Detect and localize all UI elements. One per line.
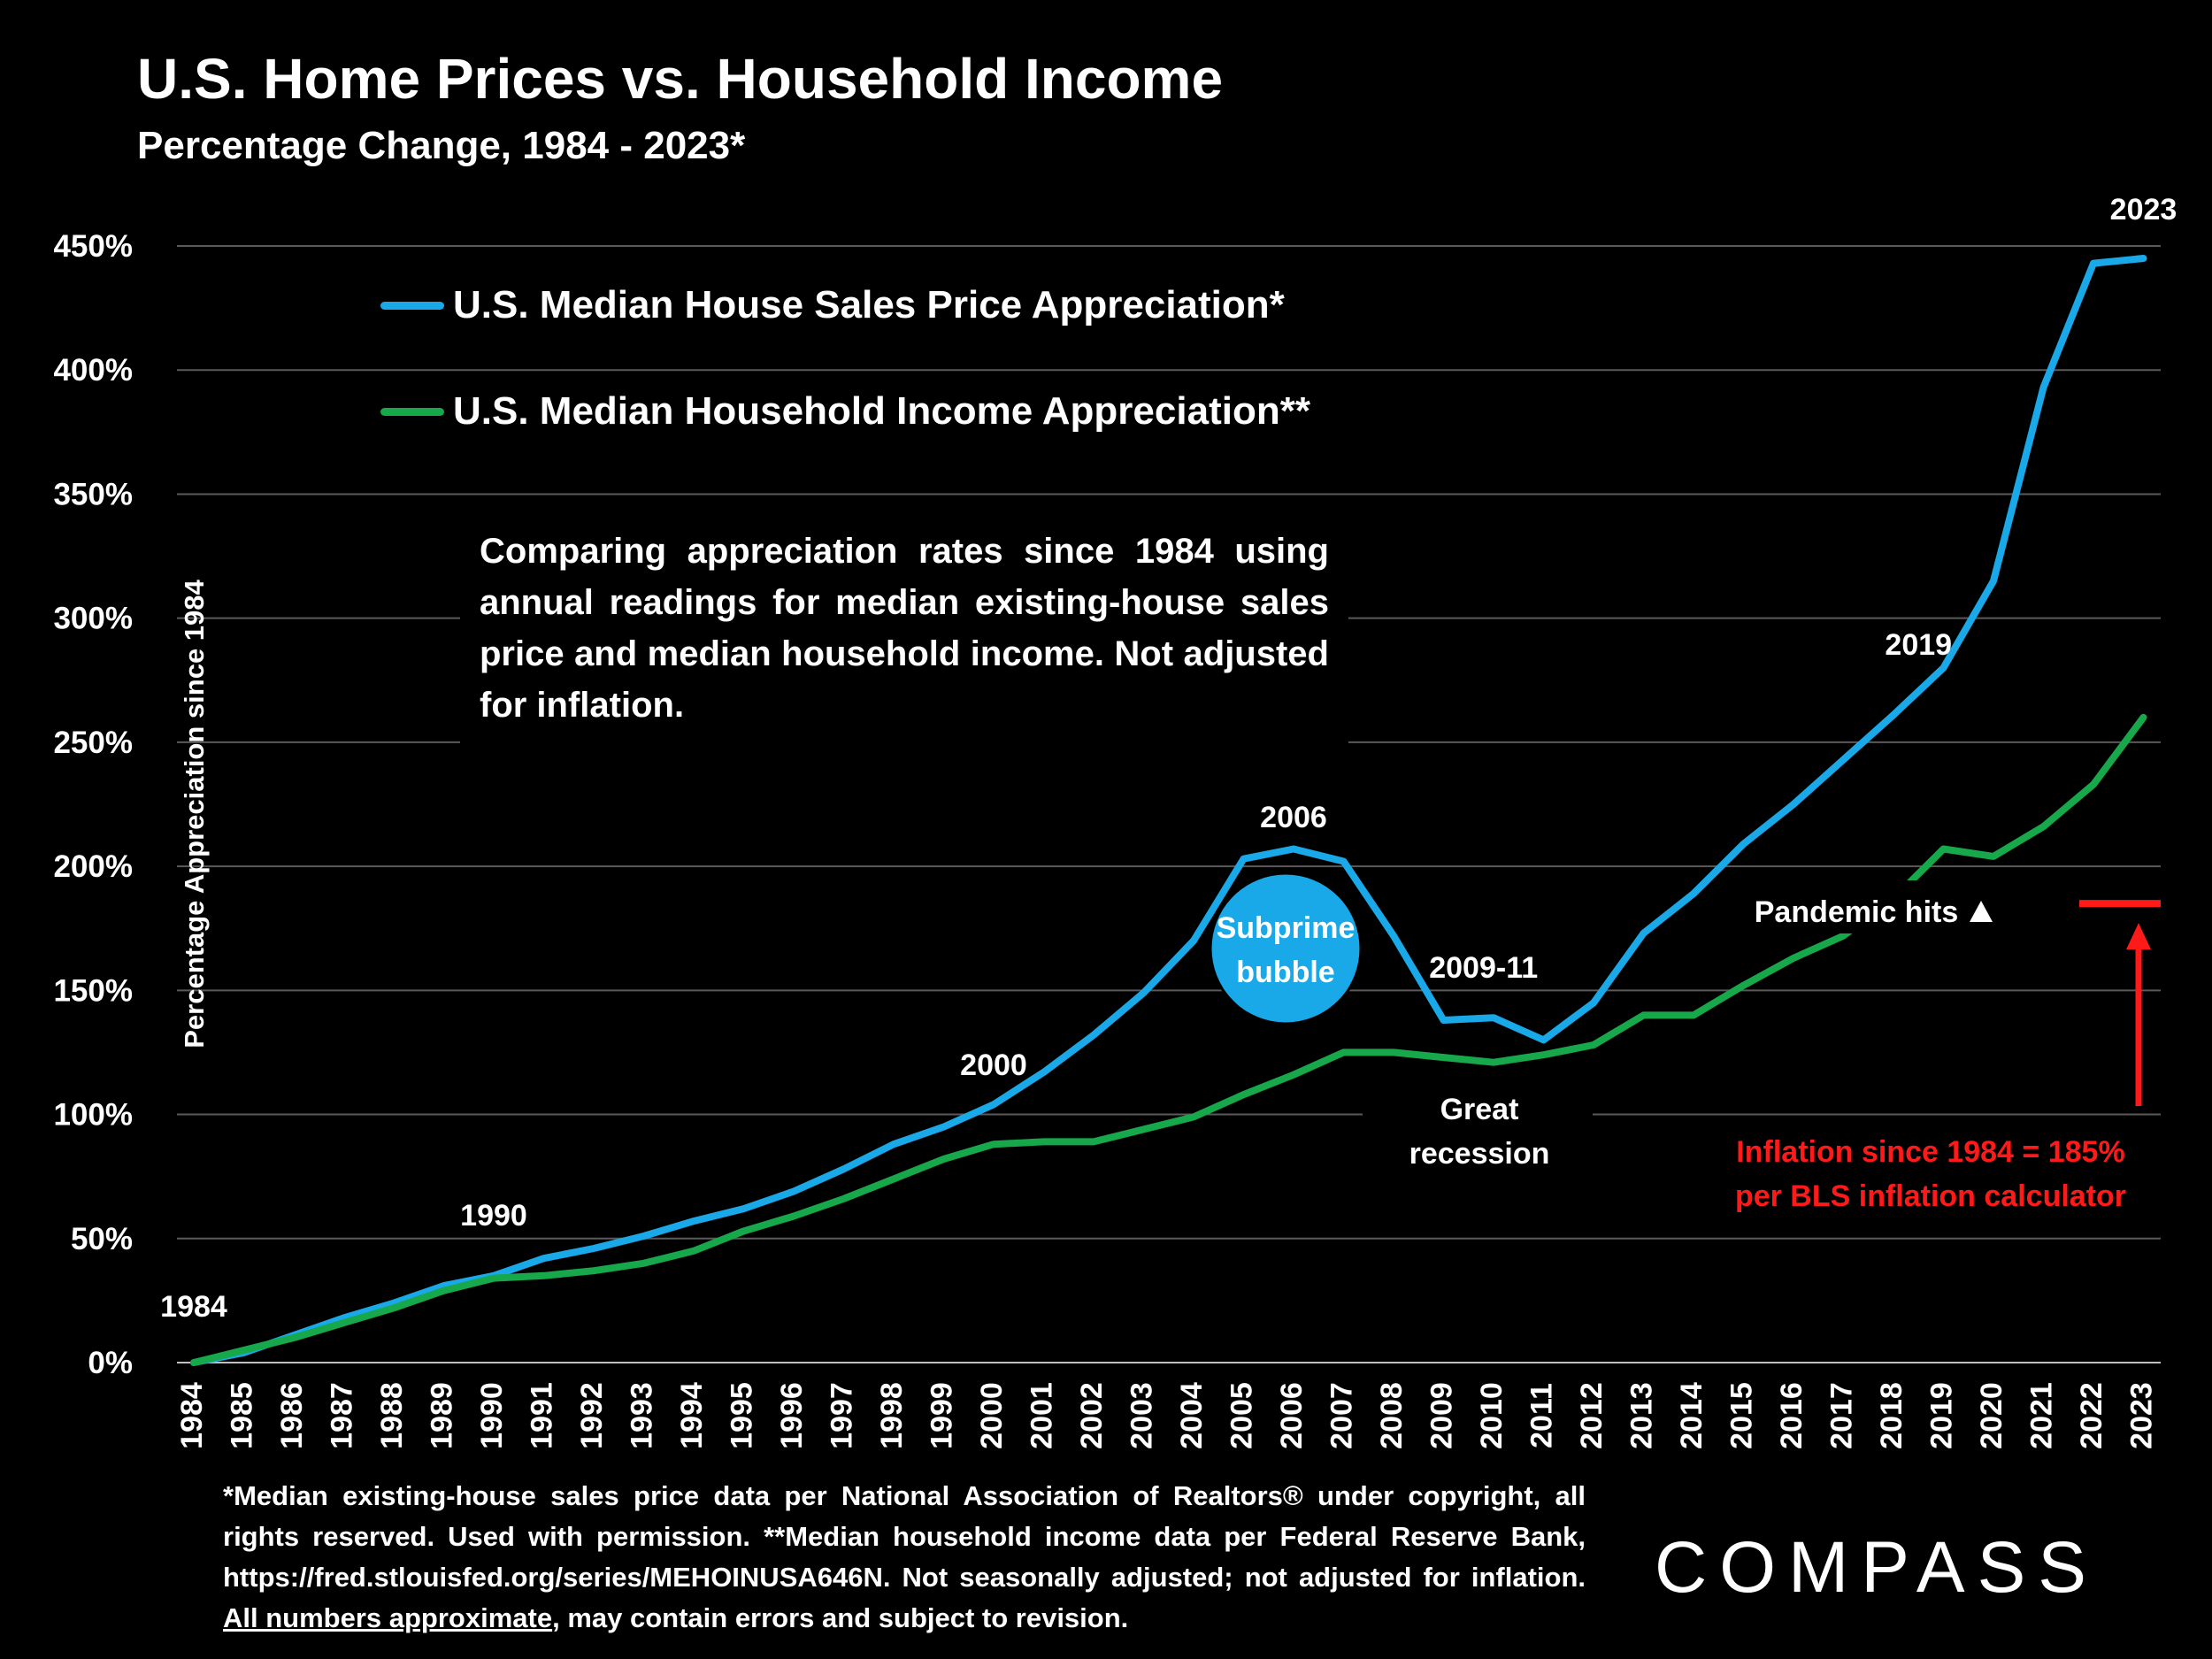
y-axis-title: Percentage Appreciation since 1984	[179, 579, 210, 1048]
x-tick-label: 2007	[1325, 1382, 1358, 1449]
house-price-line	[190, 255, 2147, 1366]
footnote-text-1: *Median existing-house sales price data …	[223, 1480, 1586, 1593]
x-tick-label: 2004	[1175, 1382, 1209, 1449]
x-tick-label: 1984	[175, 1382, 209, 1449]
x-tick-label: 1989	[425, 1382, 458, 1449]
pandemic-label-bg	[1739, 880, 2022, 933]
x-tick-label: 1990	[475, 1382, 509, 1449]
inflation-label-1: Inflation since 1984 = 185%	[1736, 1135, 2124, 1169]
explanatory-note: Comparing appreciation rates since 1984 …	[460, 513, 1348, 743]
x-tick-label: 1999	[925, 1382, 958, 1449]
x-tick-label: 1992	[575, 1382, 609, 1449]
y-tick-label: 200%	[53, 849, 133, 884]
y-tick-label: 450%	[53, 229, 133, 264]
legend-swatch-house-price	[380, 301, 444, 310]
annotation-1990: 1990	[460, 1199, 527, 1233]
legend-label-income: U.S. Median Household Income Appreciatio…	[453, 389, 1310, 433]
y-tick-label: 0%	[88, 1346, 133, 1380]
x-tick-label: 2008	[1375, 1382, 1409, 1449]
chart-subtitle: Percentage Change, 1984 - 2023*	[137, 124, 746, 167]
annotation-2019: 2019	[1885, 628, 1952, 662]
annotation-2023: 2023	[2110, 193, 2177, 227]
recession-label-1: Great	[1440, 1093, 1519, 1126]
x-tick-label: 2005	[1225, 1382, 1258, 1449]
inflation-label-2: per BLS inflation calculator	[1735, 1179, 2126, 1213]
x-tick-label: 2016	[1775, 1382, 1809, 1449]
subprime-label-1: Subprime	[1217, 911, 1356, 945]
x-tick-label: 2022	[2075, 1382, 2108, 1449]
x-tick-label: 1994	[675, 1382, 709, 1449]
x-tick-label: 1997	[825, 1382, 858, 1449]
source-footnote: *Median existing-house sales price data …	[223, 1476, 1586, 1639]
x-tick-label: 2013	[1624, 1382, 1658, 1449]
pandemic-label: Pandemic hits	[1755, 895, 1959, 929]
x-tick-label: 1991	[525, 1382, 558, 1449]
x-tick-label: 2003	[1125, 1382, 1158, 1449]
y-tick-label: 350%	[53, 477, 133, 511]
x-tick-label: 2018	[1875, 1382, 1909, 1449]
x-tick-label: 2000	[975, 1382, 1009, 1449]
legend-swatch-income	[380, 407, 444, 416]
x-tick-label: 2020	[1975, 1382, 2008, 1449]
annotation-2009-11: 2009-11	[1429, 951, 1538, 985]
x-tick-label: 2019	[1924, 1382, 1958, 1449]
x-tick-label: 2017	[1824, 1382, 1858, 1449]
x-tick-label: 2001	[1025, 1382, 1058, 1449]
footnote-underlined: All numbers approximate	[223, 1602, 553, 1633]
annotation-2006: 2006	[1260, 801, 1327, 834]
y-tick-label: 50%	[71, 1222, 133, 1256]
recession-label-2: recession	[1409, 1137, 1550, 1171]
inflation-arrow-head-icon	[2126, 923, 2151, 950]
x-tick-label: 2009	[1425, 1382, 1458, 1449]
y-tick-label: 250%	[53, 726, 133, 760]
pandemic-triangle-icon	[1970, 901, 1993, 922]
footnote-text-2: , may contain errors and subject to revi…	[552, 1602, 1129, 1633]
x-tick-label: 2010	[1475, 1382, 1509, 1449]
x-tick-label: 2002	[1075, 1382, 1109, 1449]
x-tick-label: 1988	[375, 1382, 409, 1449]
x-tick-label: 1996	[775, 1382, 809, 1449]
legend-item-house-price: U.S. Median House Sales Price Appreciati…	[380, 283, 1285, 327]
subprime-label-2: bubble	[1236, 956, 1334, 989]
x-tick-label: 1986	[275, 1382, 309, 1449]
annotation-2000: 2000	[960, 1048, 1027, 1082]
x-tick-label: 1998	[875, 1382, 909, 1449]
x-tick-label: 2015	[1724, 1382, 1758, 1449]
annotation-1984: 1984	[160, 1290, 227, 1324]
y-tick-label: 150%	[53, 973, 133, 1008]
chart-title: U.S. Home Prices vs. Household Income	[137, 47, 1224, 111]
subprime-bubble	[1209, 872, 1363, 1025]
x-tick-label: 1993	[625, 1382, 658, 1449]
y-tick-label: 400%	[53, 353, 133, 388]
legend-item-income: U.S. Median Household Income Appreciatio…	[380, 389, 1310, 434]
x-tick-label: 2021	[2024, 1382, 2058, 1449]
x-tick-label: 2012	[1575, 1382, 1609, 1449]
y-tick-label: 300%	[53, 602, 133, 636]
x-tick-label: 2014	[1675, 1382, 1709, 1449]
x-tick-label: 2006	[1275, 1382, 1309, 1449]
recession-label-bg	[1363, 1084, 1593, 1186]
x-tick-label: 1985	[225, 1382, 258, 1449]
y-tick-label: 100%	[53, 1098, 133, 1133]
compass-logo: COMPASS	[1655, 1527, 2099, 1608]
income-line	[190, 713, 2147, 1366]
x-tick-label: 2011	[1525, 1383, 1558, 1448]
x-tick-label: 1995	[725, 1382, 758, 1449]
x-tick-label: 1987	[325, 1382, 358, 1449]
legend-label-house-price: U.S. Median House Sales Price Appreciati…	[453, 283, 1285, 326]
x-tick-label: 2023	[2124, 1382, 2158, 1449]
